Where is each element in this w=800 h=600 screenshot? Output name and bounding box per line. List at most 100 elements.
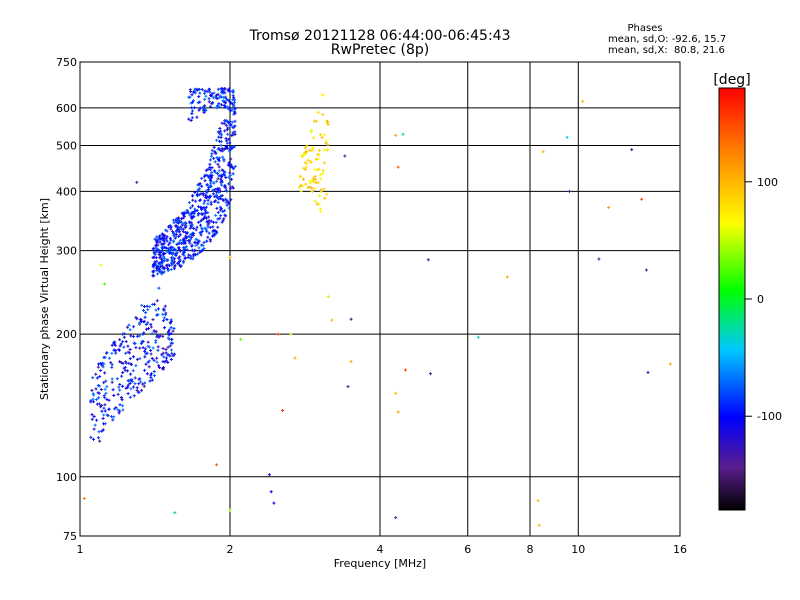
echo-point (149, 322, 153, 326)
echo-point (203, 226, 207, 230)
echo-point (154, 308, 158, 312)
echo-point (197, 220, 201, 224)
echo-point (318, 194, 322, 198)
echo-point (91, 376, 95, 380)
echo-point (140, 340, 144, 344)
echo-point (168, 251, 172, 255)
echo-point (164, 351, 168, 355)
echo-point (197, 108, 201, 112)
echo-point (165, 235, 169, 239)
echo-point (151, 247, 155, 251)
echo-point (120, 374, 124, 378)
plot-frame (79, 61, 681, 537)
echo-point (229, 157, 233, 161)
echo-point (124, 340, 128, 344)
echo-point (644, 268, 648, 272)
echo-point (135, 388, 139, 392)
echo-point (101, 428, 105, 432)
echo-point (316, 110, 320, 114)
echo-point (304, 182, 308, 186)
echo-point (226, 132, 230, 136)
echo-point (212, 232, 216, 236)
echo-point (216, 200, 220, 204)
echo-point (188, 221, 192, 225)
echo-point (536, 499, 540, 503)
echo-point (143, 355, 147, 359)
echo-point (212, 220, 216, 224)
echo-point (117, 411, 121, 415)
echo-point (212, 156, 216, 160)
echo-point (213, 229, 217, 233)
echo-point (118, 338, 122, 342)
echo-point (174, 254, 178, 258)
echo-point (403, 368, 407, 372)
echo-point (206, 235, 210, 239)
echo-point (199, 206, 203, 210)
echo-point (157, 286, 161, 290)
echo-point (289, 332, 293, 336)
echo-point (110, 351, 114, 355)
echo-point (162, 254, 166, 258)
echo-point (129, 334, 133, 338)
echo-point (630, 148, 634, 152)
echo-point (306, 158, 310, 162)
echo-point (187, 253, 191, 257)
echo-point (319, 177, 323, 181)
echo-point (212, 91, 216, 95)
echo-point (229, 165, 233, 169)
echo-point (102, 406, 106, 410)
echo-point (185, 209, 189, 213)
echo-point (212, 169, 216, 173)
colorbar-tick-label: -100 (757, 410, 782, 423)
echo-point (146, 344, 150, 348)
echo-point (202, 240, 206, 244)
echo-point (190, 215, 194, 219)
echo-point (217, 197, 221, 201)
echo-point (190, 248, 194, 252)
echo-point (129, 387, 133, 391)
echo-point (138, 321, 142, 325)
echo-point (121, 361, 125, 365)
echo-point (99, 368, 103, 372)
echo-point (312, 176, 316, 180)
phase-box-o-stats: mean, sd,O: -92.6, 15.7 (608, 34, 726, 45)
echo-point (168, 241, 172, 245)
echo-point (171, 329, 175, 333)
echo-point (218, 129, 222, 133)
echo-point (118, 344, 122, 348)
echo-point (183, 221, 187, 225)
echo-point (180, 217, 184, 221)
echo-point (233, 111, 237, 115)
echo-point (220, 207, 224, 211)
echo-point (191, 210, 195, 214)
echo-point (160, 257, 164, 261)
echo-point (141, 346, 145, 350)
echo-point (127, 361, 131, 365)
echo-point (113, 342, 117, 346)
echo-point (223, 209, 227, 213)
echo-point (232, 145, 236, 149)
echo-point (230, 134, 234, 138)
echo-point (207, 175, 211, 179)
echo-point (147, 365, 151, 369)
echo-point (102, 413, 106, 417)
echo-point (298, 185, 302, 189)
echo-point (310, 160, 314, 164)
echo-point (394, 391, 398, 395)
echo-point (325, 192, 329, 196)
echo-point (200, 184, 204, 188)
echo-point (172, 240, 176, 244)
echo-point (107, 407, 111, 411)
echo-point (190, 109, 194, 113)
echo-point (164, 228, 168, 232)
echo-point (326, 143, 330, 147)
echo-point (230, 146, 234, 150)
echo-point (307, 185, 311, 189)
echo-point (163, 304, 167, 308)
echo-point (141, 382, 145, 386)
echo-point (204, 196, 208, 200)
echo-point (232, 98, 236, 102)
echo-point (215, 138, 219, 142)
echo-point (92, 393, 96, 397)
echo-point (217, 191, 221, 195)
